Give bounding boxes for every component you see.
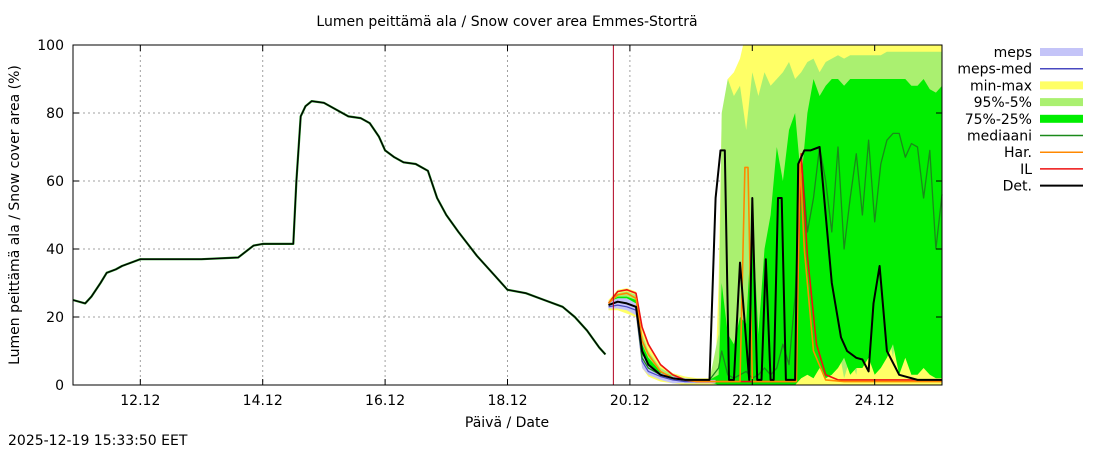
percentile-bands bbox=[608, 45, 942, 386]
legend-label: IL bbox=[1020, 162, 1032, 178]
x-tick-label: 24.12 bbox=[855, 393, 895, 409]
y-axis-label: Lumen peittämä ala / Snow cover area (%) bbox=[7, 65, 23, 365]
y-tick-label: 20 bbox=[46, 310, 64, 326]
legend-label: min-max bbox=[970, 78, 1032, 94]
history-det-line bbox=[72, 100, 606, 355]
y-tick-label: 80 bbox=[46, 106, 64, 122]
y-tick-label: 60 bbox=[46, 174, 64, 190]
axis-ticks: 12.12 14.12 16.12 18.12 20.12 22.12 24.12 0 20 40… bbox=[37, 38, 942, 409]
band-75-25- bbox=[608, 79, 942, 385]
y-tick-label: 0 bbox=[55, 378, 64, 394]
x-tick-label: 16.12 bbox=[365, 393, 405, 409]
legend-label: meps-med bbox=[957, 62, 1032, 78]
x-tick-label: 18.12 bbox=[487, 393, 527, 409]
series-meps-med-line bbox=[608, 304, 710, 383]
x-tick-label: 20.12 bbox=[610, 393, 650, 409]
timestamp: 2025-12-19 15:33:50 EET bbox=[8, 433, 188, 449]
legend-label: Det. bbox=[1003, 179, 1032, 195]
chart-title: Lumen peittämä ala / Snow cover area Emm… bbox=[316, 14, 697, 30]
x-tick-label: 14.12 bbox=[243, 393, 283, 409]
legend-swatch bbox=[1040, 98, 1083, 107]
series-lines bbox=[72, 99, 943, 383]
legend: mepsmeps-medmin-max95%-5%75%-25%mediaani… bbox=[957, 45, 1083, 195]
legend-label: Har. bbox=[1004, 145, 1032, 161]
x-tick-label: 12.12 bbox=[120, 393, 160, 409]
legend-label: 75%-25% bbox=[965, 112, 1032, 128]
band-meps bbox=[608, 298, 716, 384]
legend-swatch bbox=[1040, 114, 1083, 123]
x-tick-label: 22.12 bbox=[732, 393, 772, 409]
series-har--line bbox=[607, 159, 942, 383]
y-tick-label: 100 bbox=[37, 38, 64, 54]
legend-swatch bbox=[1040, 48, 1083, 56]
series-det--line bbox=[608, 146, 942, 381]
x-axis-label: Päivä / Date bbox=[465, 415, 549, 431]
legend-label: 95%-5% bbox=[974, 95, 1032, 111]
legend-label: mediaani bbox=[967, 129, 1032, 145]
legend-swatch bbox=[1040, 81, 1083, 90]
legend-label: meps bbox=[994, 45, 1032, 61]
y-tick-label: 40 bbox=[46, 242, 64, 258]
